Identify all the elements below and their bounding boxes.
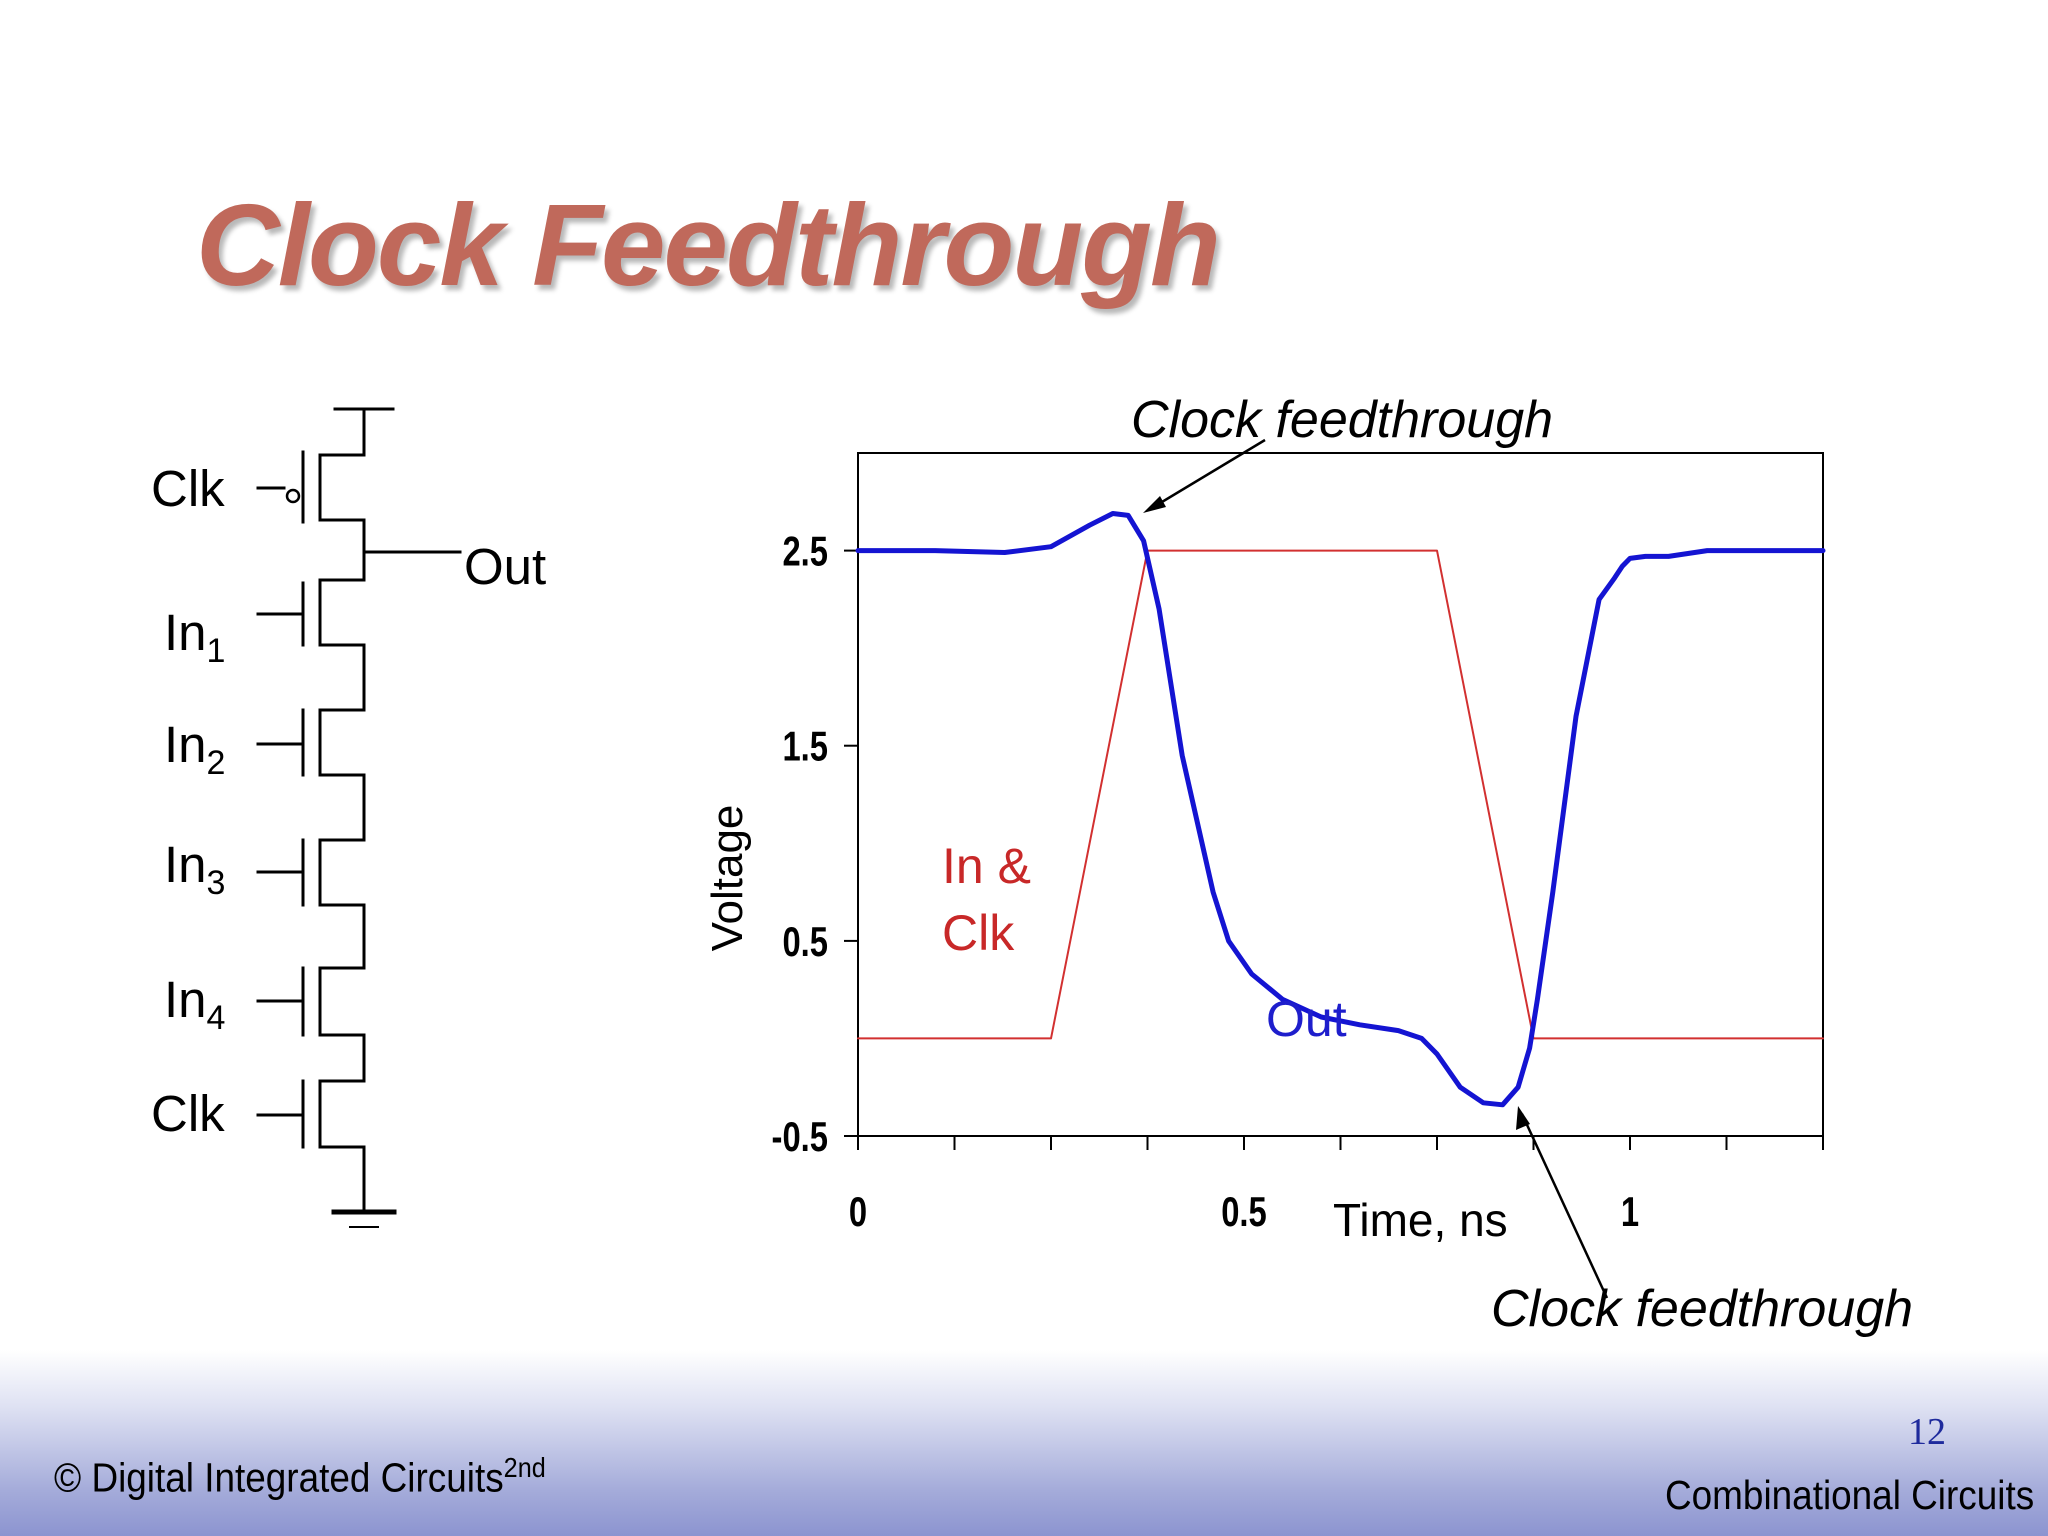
y-tick-label: -0.5 [772,1113,828,1160]
y-axis-label: Voltage [703,805,752,952]
y-tick-label: 0.5 [782,918,828,965]
in3-label: In3 [164,836,225,902]
in1-label: In1 [164,604,225,670]
x-tick-label: 0.5 [1221,1188,1267,1235]
clk-bottom-label: Clk [151,1085,225,1142]
x-tick-label: 0 [849,1188,867,1235]
x-tick-marks [857,1136,1824,1150]
dynamic-nand-schematic: Clk Out In1 In2 In3 In4 Clk [151,407,546,1228]
y-tick-label: 1.5 [782,723,828,770]
footer-copyright: © Digital Integrated Circuits2nd [54,1452,546,1501]
y-tick-marks [844,549,858,1137]
in-clk-trace [857,549,1824,1040]
footer-band [0,1350,2048,1536]
out-series-label: Out [1266,991,1347,1047]
annotation-bottom: Clock feedthrough [1491,1280,1913,1338]
pmos-bubble [285,488,301,504]
in4-label: In4 [164,971,225,1037]
out-trace [855,511,1826,1108]
page-number: 12 [1908,1411,1946,1453]
annotation-top-arrow [1143,438,1266,513]
slide-title: Clock Feedthrough [196,180,1221,310]
x-axis-label: Time, ns [1333,1194,1508,1246]
annotation-bottom-arrow [1516,1106,1609,1299]
clk-top-label: Clk [151,460,225,517]
in2-label: In2 [164,716,225,782]
x-tick-label: 1 [1621,1188,1639,1235]
voltage-time-chart: 0 0.5 1 -0.5 0.5 1.5 2.5 Voltage Time, ns In &… [703,391,1913,1338]
out-label: Out [464,538,546,595]
series-layer [855,511,1826,1108]
y-tick-label: 2.5 [782,528,828,575]
footer-chapter: Combinational Circuits [1664,1472,2034,1518]
in-clk-series-label: In & Clk [942,838,1045,961]
tick-labels: 0 0.5 1 -0.5 0.5 1.5 2.5 [772,528,1640,1235]
annotation-top: Clock feedthrough [1131,391,1553,449]
